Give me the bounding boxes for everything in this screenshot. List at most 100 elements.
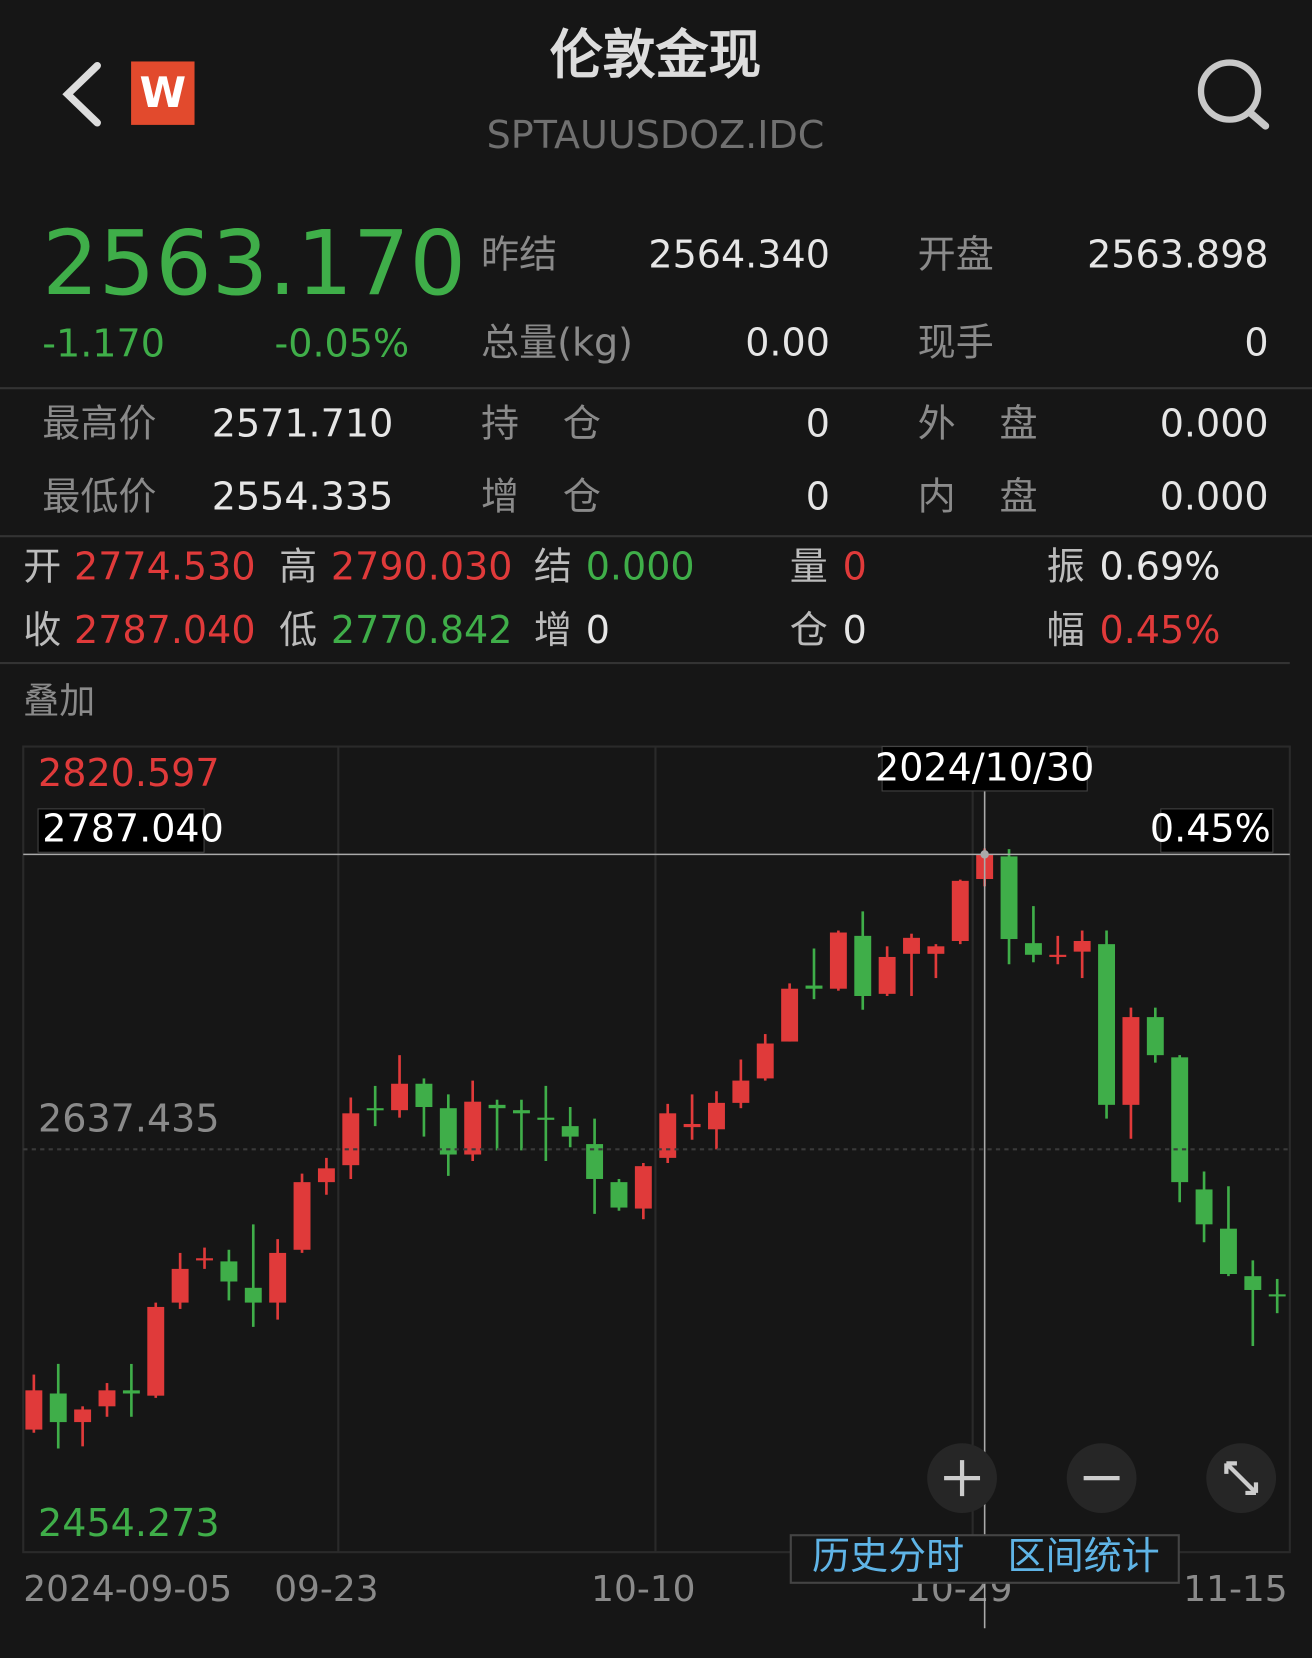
candle-body [927,946,945,954]
x-tick-label: 10-10 [591,1569,695,1610]
candle-body [366,1108,384,1111]
crosshair-value: 2787.040 [42,807,224,851]
bar-info-label: 低 [279,608,317,652]
candle-body [951,880,969,941]
fullscreen-button[interactable] [1206,1443,1277,1514]
candle-body [98,1390,116,1407]
candle-body [805,985,823,989]
candle-body [903,937,920,954]
change: -1.170 [42,321,165,365]
candle-body [122,1390,140,1394]
x-tick-label: 09-23 [274,1569,378,1610]
candle-body [732,1080,750,1103]
candle-body [537,1117,555,1120]
zoom-in-button[interactable] [927,1443,997,1514]
field-value: 2564.340 [648,233,830,277]
candle-body [74,1409,92,1423]
field-label: 昨结 [481,233,557,277]
candle-body [391,1083,409,1111]
candle-body [1122,1017,1140,1105]
back-button[interactable] [62,61,101,127]
field-value: 2563.898 [1087,233,1269,277]
candle-body [1024,943,1042,955]
candle-body [1195,1189,1213,1225]
candle-body [464,1101,482,1155]
field-label: 开盘 [918,233,994,277]
range-stats-button[interactable]: 区间统计 [1008,1534,1160,1578]
bar-info-value: 2770.842 [331,608,513,652]
history-button[interactable]: 历史分时 [812,1534,964,1578]
candle-body [220,1261,238,1282]
candle-body [171,1268,189,1303]
candle-body [439,1108,457,1155]
bar-info-label: 幅 [1047,608,1085,652]
crosshair-change: 0.45% [1150,807,1271,851]
stat-label: 外 盘 [918,402,1038,446]
candle-body [512,1110,530,1114]
stat-value: 0 [806,475,830,519]
chart: 2454.273 2637.435 2820.597 2024-09-05 09-23 1… [23,745,1290,1629]
stat-value: 0 [806,402,830,446]
candle-body [244,1287,262,1303]
badge-text: W [139,68,186,117]
candle-body [49,1393,67,1423]
candle-body [829,932,847,989]
bar-info-value: 2787.040 [74,608,256,652]
crosshair-value-box [37,808,205,853]
bar-info-value: 0 [843,608,867,652]
bar-info-label: 增 [534,608,572,652]
candle-body [1171,1057,1189,1183]
candle-body [1244,1276,1262,1290]
tool-bar [789,1534,1180,1584]
candle-body [854,935,872,997]
bar-info-label: 仓 [790,608,828,652]
field-label: 现手 [918,320,994,364]
candle-body [317,1168,335,1183]
stat-value: 0.000 [1160,475,1269,519]
candle-body [1000,856,1018,940]
candle-body [1268,1294,1286,1297]
bar-info-value: 0 [843,544,867,588]
bar-info-value: 0.45% [1100,608,1221,652]
bar-info-value: 0 [586,608,610,652]
candle-body [342,1113,360,1166]
candle-body [1219,1228,1237,1275]
candle-body [683,1123,701,1128]
bar-info-label: 结 [534,544,572,588]
y-tick-label: 2454.273 [38,1501,220,1545]
candle-body [781,988,799,1042]
stat-value: 2571.710 [212,402,394,446]
candle-body [488,1104,506,1109]
crosshair-date-box [881,746,1088,792]
bar-info-label: 振 [1047,544,1085,588]
y-tick-label: 2820.597 [38,751,220,795]
candle-body [586,1144,604,1179]
field-label: 总量(kg) [481,320,633,364]
field-value: 0 [1244,320,1268,364]
change-pct: -0.05% [275,321,410,365]
candle-body [25,1390,43,1430]
candle-body [634,1166,652,1209]
stat-value: 0.000 [1160,402,1269,446]
price: 2563.170 [42,212,466,315]
candle-body [878,956,896,994]
candle-body [561,1126,579,1137]
search-button[interactable] [1197,59,1270,130]
zoom-out-button[interactable] [1066,1443,1137,1514]
candle-body [708,1102,725,1130]
bar-info-value: 0.69% [1100,544,1221,588]
bar-info-value: 2774.530 [74,544,256,588]
bar-info-label: 高 [279,544,317,588]
bar-info-label: 收 [23,608,61,652]
bar-info-value: 2790.030 [331,544,513,588]
overlay-label[interactable]: 叠加 [23,681,95,722]
candle-body [196,1258,213,1261]
title: 伦敦金现 [550,25,761,86]
candle-body [1146,1017,1164,1056]
candle-body [1098,944,1116,1105]
candle-body [293,1182,311,1250]
badge [131,61,195,125]
candle-body [147,1306,165,1396]
crosshair-date: 2024/10/30 [875,745,1094,789]
